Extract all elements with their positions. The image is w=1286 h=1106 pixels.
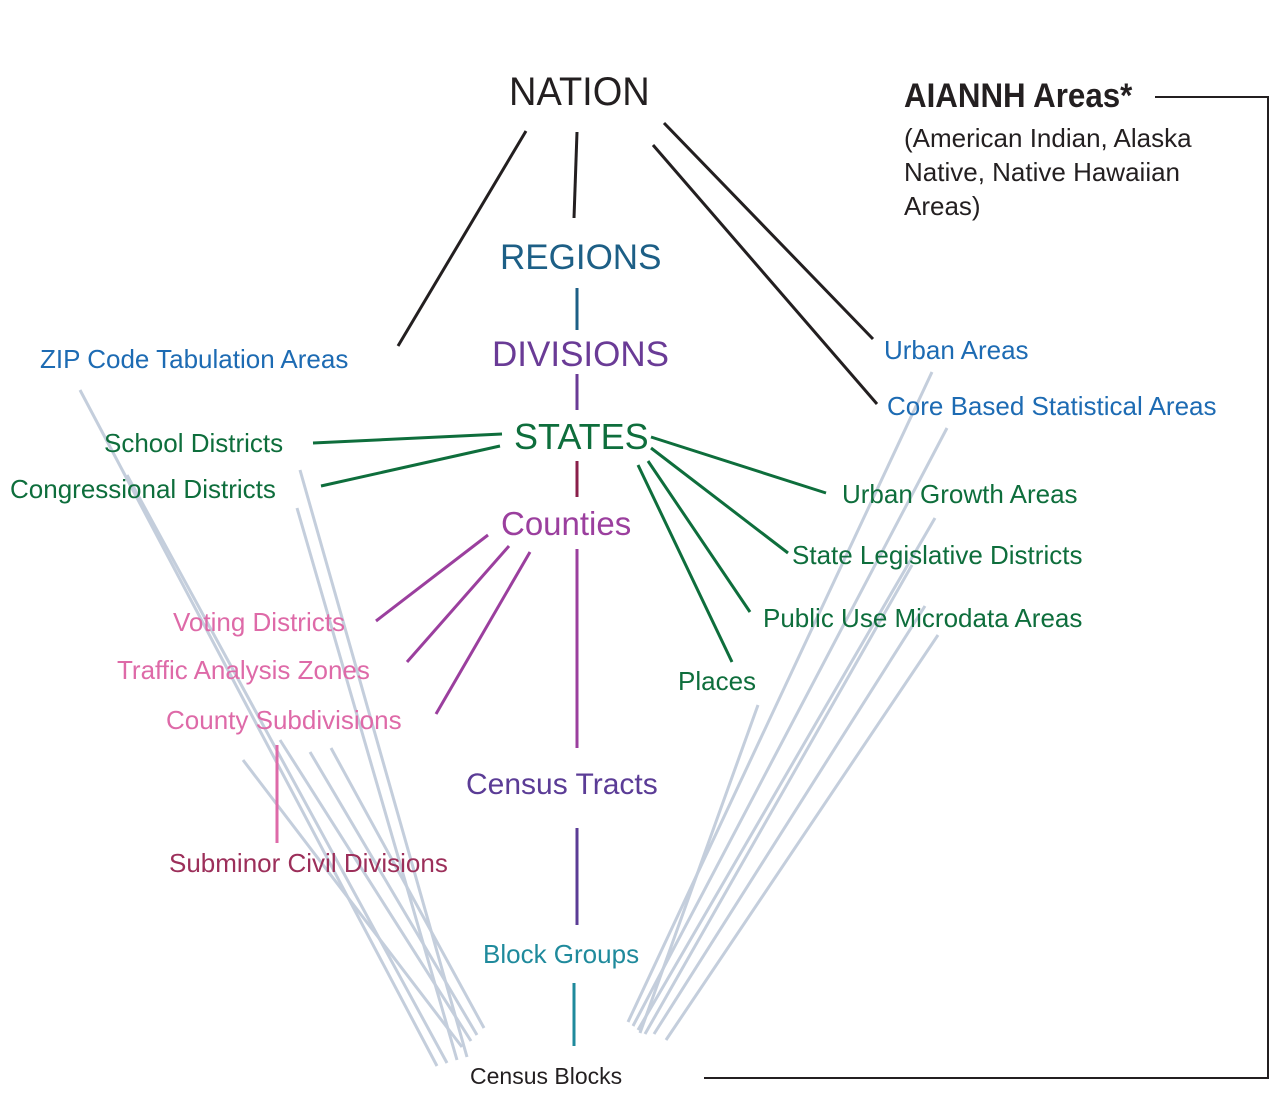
edge-to-census-blocks-12 bbox=[643, 564, 914, 1035]
node-block-groups: Block Groups bbox=[483, 939, 640, 969]
aiannh-description-line-2: Native, Native Hawaiian bbox=[904, 157, 1181, 187]
edge-to-census-blocks-9 bbox=[626, 371, 934, 1023]
edge-states-state-legislative-districts bbox=[650, 446, 789, 555]
node-urban-areas: Urban Areas bbox=[884, 335, 1029, 365]
edge-nation-urban-areas bbox=[662, 121, 875, 341]
node-places: Places bbox=[678, 666, 757, 696]
edge-counties-traffic-analysis-zones bbox=[405, 545, 511, 663]
edge-to-census-blocks-11 bbox=[636, 517, 937, 1031]
node-states: STATES bbox=[514, 416, 649, 457]
edge-counties-county-subdivisions bbox=[434, 551, 532, 715]
edge-nation-zcta bbox=[396, 130, 528, 347]
edge-states-congressional-districts bbox=[320, 444, 501, 488]
node-zip-code-tabulation-areas: ZIP Code Tabulation Areas bbox=[40, 344, 349, 374]
node-census-tracts: Census Tracts bbox=[466, 768, 658, 801]
node-urban-growth-areas: Urban Growth Areas bbox=[842, 479, 1078, 509]
edge-to-census-blocks-5 bbox=[241, 759, 464, 1048]
edge-to-census-blocks-3 bbox=[295, 507, 459, 1061]
edge-nation-cbsa bbox=[651, 144, 879, 405]
node-voting-districts: Voting Districts bbox=[173, 607, 345, 637]
node-congressional-districts: Congressional Districts bbox=[10, 474, 276, 504]
aiannh-description-line-1: (American Indian, Alaska bbox=[904, 123, 1192, 153]
node-traffic-analysis-zones: Traffic Analysis Zones bbox=[117, 655, 370, 685]
edge-to-census-blocks-8 bbox=[329, 747, 486, 1029]
node-subminor-civil-divisions: Subminor Civil Divisions bbox=[169, 848, 448, 878]
node-regions: REGIONS bbox=[500, 238, 662, 277]
edge-to-census-blocks-15 bbox=[638, 704, 760, 1034]
edge-to-census-blocks-7 bbox=[308, 751, 479, 1036]
aiannh-description-line-3: Areas) bbox=[904, 191, 981, 221]
edge-states-places bbox=[636, 464, 734, 663]
node-public-use-microdata-areas: Public Use Microdata Areas bbox=[763, 603, 1083, 633]
edge-states-puma bbox=[646, 460, 752, 613]
node-nation: NATION bbox=[509, 70, 650, 114]
node-census-blocks: Census Blocks bbox=[470, 1063, 623, 1089]
node-county-subdivisions: County Subdivisions bbox=[166, 705, 402, 735]
node-school-districts: School Districts bbox=[104, 428, 284, 458]
edge-to-census-blocks-6 bbox=[278, 739, 473, 1042]
edge-to-census-blocks-13 bbox=[652, 605, 927, 1035]
edge-aiannh-census-blocks bbox=[704, 96, 1269, 1079]
node-state-legislative-districts: State Legislative Districts bbox=[792, 540, 1083, 570]
aiannh-title: AIANNH Areas* bbox=[904, 77, 1133, 115]
node-divisions: DIVISIONS bbox=[492, 335, 669, 374]
edge-nation-regions bbox=[572, 131, 579, 219]
edge-to-census-blocks-1 bbox=[78, 389, 439, 1067]
edge-to-census-blocks-4 bbox=[298, 469, 469, 1058]
edge-to-census-blocks-2 bbox=[125, 474, 449, 1064]
node-counties: Counties bbox=[501, 505, 632, 542]
edge-to-census-blocks-14 bbox=[664, 634, 940, 1041]
edge-counties-voting-districts bbox=[375, 533, 489, 623]
edge-states-urban-growth-areas bbox=[650, 435, 827, 495]
node-core-based-statistical-areas: Core Based Statistical Areas bbox=[887, 391, 1217, 421]
edge-to-census-blocks-10 bbox=[631, 427, 949, 1027]
edge-states-school-districts bbox=[312, 432, 503, 445]
